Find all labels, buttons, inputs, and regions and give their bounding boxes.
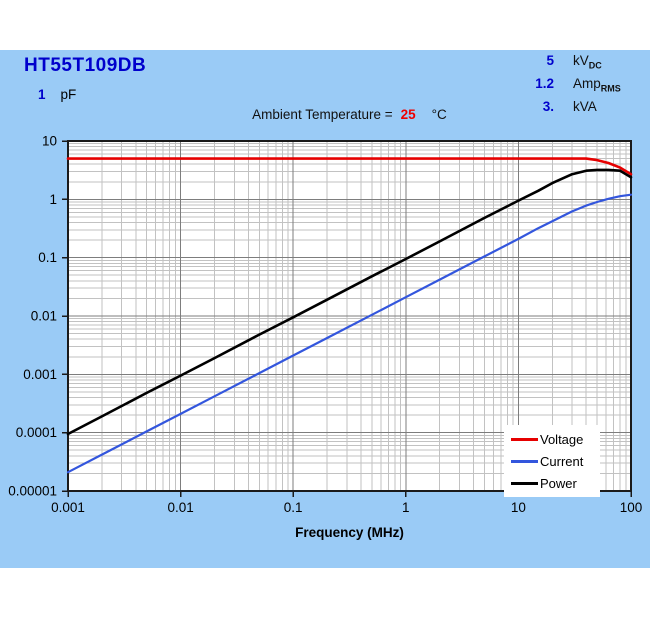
y-tick-label: 0.01 [31,309,57,324]
ambient-temperature-line: Ambient Temperature = 25 °C [68,107,631,122]
capacitance-row: 1 pF [38,87,76,102]
x-tick-label: 0.01 [167,500,193,515]
series-line-power [66,168,633,436]
capacitance-value: 1 [38,87,46,102]
ambient-value: 25 [400,107,416,122]
voltage-rating-value: 5 [546,53,554,68]
power-rating-row: 3. kVA [518,97,648,120]
y-tick-label: 0.1 [38,250,57,265]
x-axis-title: Frequency (MHz) [295,525,404,540]
legend-item-voltage: Voltage [511,432,600,447]
voltage-rating-unit: kVDC [573,53,602,71]
plot-border [67,140,632,492]
x-tick-label: 10 [511,500,526,515]
voltage-rating-row: 5 kVDC [518,51,648,74]
x-tick-label: 1 [402,500,410,515]
ambient-label: Ambient Temperature = [252,107,393,122]
power-line-swatch-icon [511,481,538,485]
series-line-current [66,193,633,474]
x-tick-label: 0.001 [51,500,85,515]
datasheet-panel: HT55T109DB 1 pF 5 kVDC 1.2 AmpRMS 3. kVA … [0,50,650,568]
x-tick-label: 0.1 [284,500,303,515]
capacitance-unit: pF [60,87,77,102]
x-tick-label: 100 [620,500,643,515]
power-rating-value: 3. [542,99,554,114]
part-number: HT55T109DB [24,55,147,76]
current-line-swatch-icon [511,459,538,463]
current-rating-value: 1.2 [535,76,554,91]
y-tick-label: 1 [49,192,57,207]
chart-legend: Voltage Current Power [504,425,600,497]
y-tick-label: 10 [42,134,57,149]
legend-item-power: Power [511,476,600,491]
y-tick-label: 0.00001 [8,484,57,499]
voltage-line-swatch-icon [511,437,538,441]
ratings-block: 5 kVDC 1.2 AmpRMS 3. kVA [518,51,648,120]
y-tick-label: 0.0001 [16,425,57,440]
y-tick-label: 0.001 [23,367,57,382]
series-line-voltage [66,157,633,176]
power-rating-unit: kVA [573,99,597,114]
legend-item-current: Current [511,454,600,469]
legend-label-voltage: Voltage [540,431,584,447]
legend-label-current: Current [540,453,584,469]
current-rating-row: 1.2 AmpRMS [518,74,648,97]
current-rating-unit: AmpRMS [573,76,621,94]
legend-label-power: Power [540,475,577,491]
ambient-unit: °C [431,107,447,122]
